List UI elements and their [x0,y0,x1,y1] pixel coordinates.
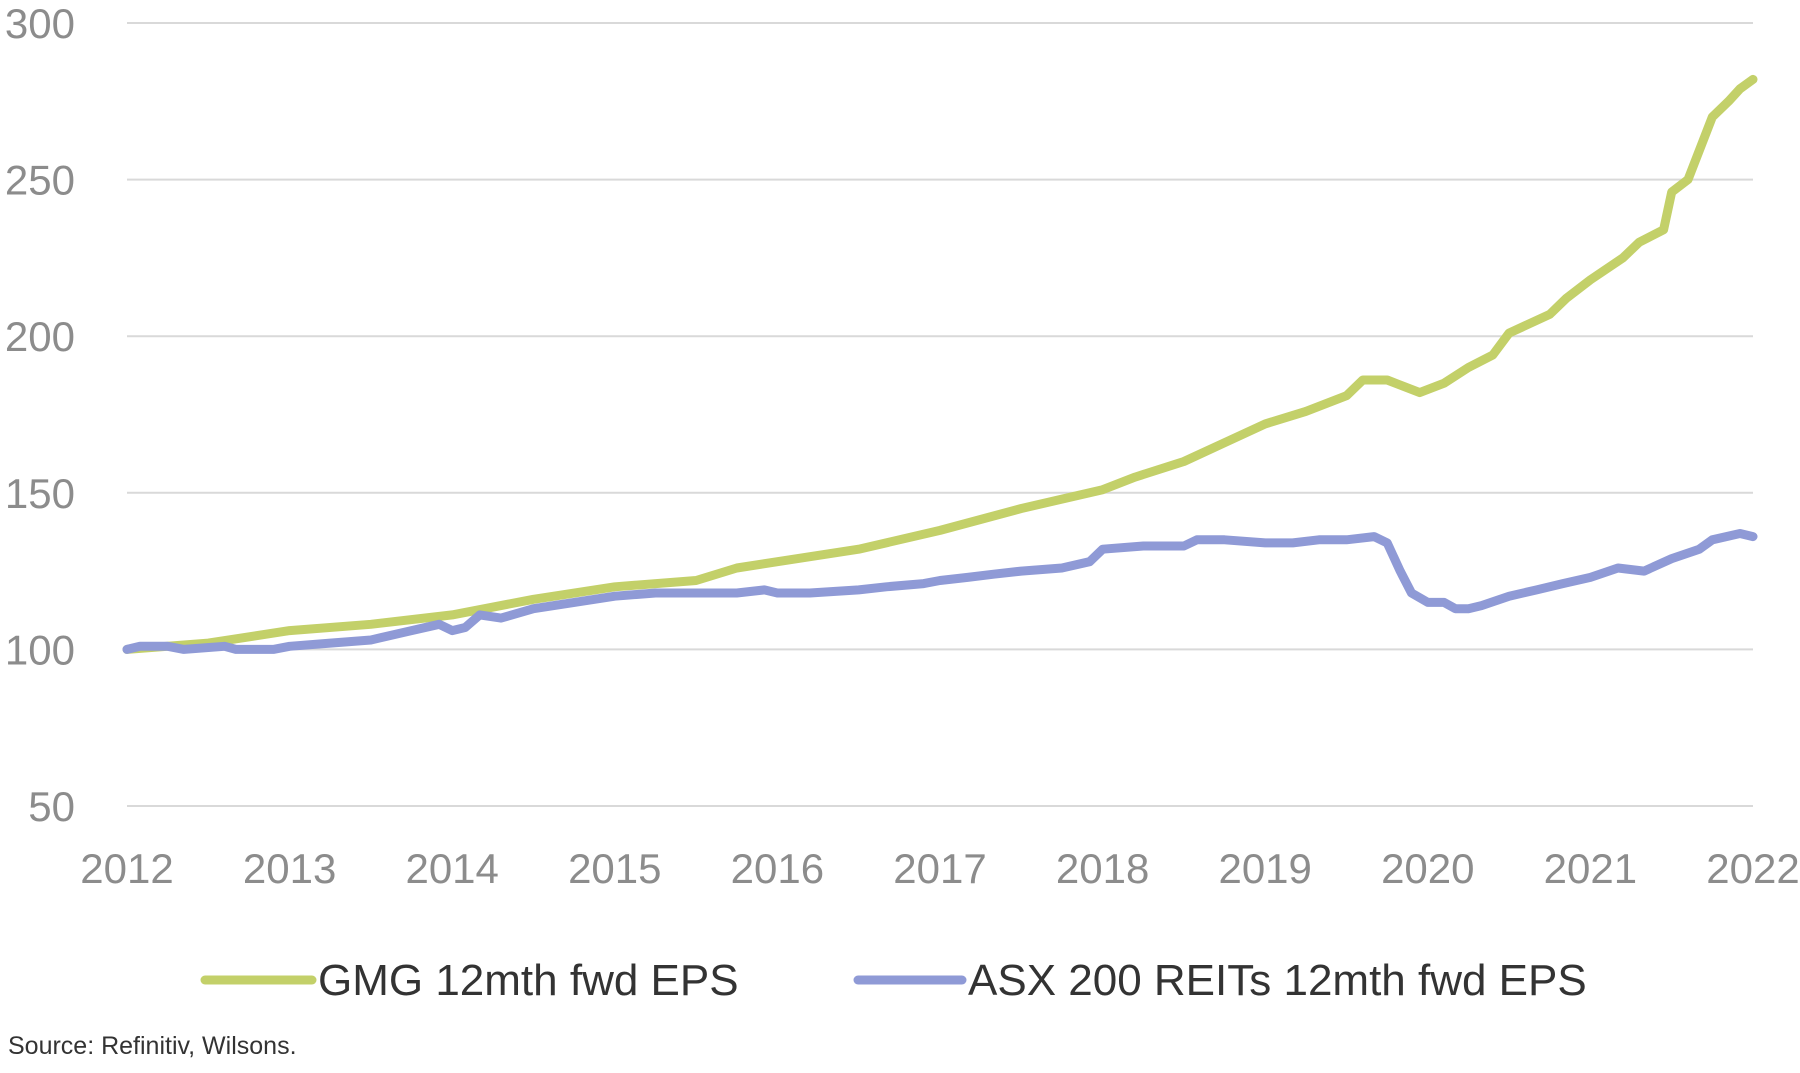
y-tick-label: 50 [28,783,75,830]
x-tick-label: 2016 [731,845,824,892]
legend-label-0: GMG 12mth fwd EPS [318,956,739,1005]
y-axis-ticks: 50 100 150 200 250 300 [5,0,75,830]
series-line-0 [122,74,1758,654]
x-tick-label: 2022 [1706,845,1799,892]
x-tick-label: 2012 [80,845,173,892]
legend: GMG 12mth fwd EPS ASX 200 REITs 12mth fwd… [200,956,1587,1005]
x-tick-label: 2013 [243,845,336,892]
x-tick-label: 2015 [568,845,661,892]
series-line-1 [122,529,1758,654]
gridlines [127,22,1753,807]
x-axis-ticks: 2012 2013 2014 2015 2016 2017 2018 2019 2020 2021… [80,845,1799,892]
x-tick-label: 2020 [1381,845,1474,892]
x-tick-label: 2019 [1218,845,1311,892]
legend-label-1: ASX 200 REITs 12mth fwd EPS [968,956,1587,1005]
y-tick-label: 250 [5,157,75,204]
x-tick-label: 2017 [893,845,986,892]
x-tick-label: 2018 [1056,845,1149,892]
series-lines [122,74,1758,654]
x-tick-label: 2014 [405,845,498,892]
y-tick-label: 100 [5,626,75,673]
y-tick-label: 150 [5,470,75,517]
y-tick-label: 300 [5,0,75,47]
source-note: Source: Refinitiv, Wilsons. [8,1032,297,1060]
y-tick-label: 200 [5,313,75,360]
x-tick-label: 2021 [1544,845,1637,892]
